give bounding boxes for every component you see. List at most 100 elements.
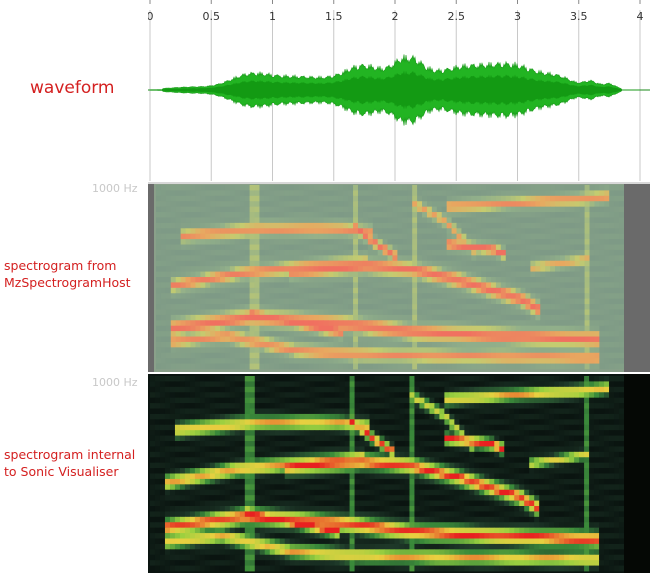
spectrogram-cell bbox=[274, 239, 280, 245]
spectrogram-cell bbox=[160, 195, 167, 202]
spectrogram-cell bbox=[446, 347, 452, 354]
spectrogram-cell bbox=[200, 336, 206, 343]
spectrogram-cell bbox=[486, 249, 492, 256]
spectrogram-cell bbox=[180, 298, 186, 305]
spectrogram-cell bbox=[599, 392, 605, 399]
spectrogram-cell bbox=[422, 233, 428, 240]
spectrogram-cell bbox=[407, 212, 413, 218]
spectrogram-cell bbox=[490, 228, 497, 235]
spectrogram-cell bbox=[520, 228, 526, 235]
spectrogram-cell bbox=[619, 277, 625, 283]
spectrogram-cell bbox=[214, 435, 221, 442]
spectrogram-cell bbox=[174, 392, 181, 399]
spectrogram-cell bbox=[382, 228, 388, 235]
spectrogram-cell bbox=[436, 325, 443, 332]
spectrogram-cell bbox=[214, 403, 221, 409]
spectrogram-cell bbox=[534, 462, 540, 469]
spectrogram-cell bbox=[174, 473, 181, 480]
spectrogram-cell bbox=[549, 408, 555, 415]
spectrogram-cell bbox=[303, 331, 310, 337]
spectrogram-cell bbox=[289, 363, 295, 370]
spectrogram-cell bbox=[461, 206, 467, 213]
spectrogram-cell bbox=[244, 376, 251, 382]
spectrogram-cell bbox=[308, 201, 315, 208]
spectrogram-cell bbox=[303, 298, 310, 305]
spectrogram-internal-pane[interactable] bbox=[148, 374, 650, 573]
spectrogram-cell bbox=[599, 271, 605, 278]
spectrogram-cell bbox=[539, 451, 545, 458]
spectrogram-cell bbox=[244, 293, 250, 300]
spectrogram-cell bbox=[372, 277, 379, 283]
spectrogram-cell bbox=[367, 239, 374, 245]
spectrogram-cell bbox=[471, 282, 477, 289]
spectrogram-cell bbox=[329, 386, 336, 393]
spectrogram-cell bbox=[469, 403, 475, 409]
spectrogram-cell bbox=[369, 376, 375, 382]
spectrogram-cell bbox=[481, 352, 487, 359]
spectrogram-cell bbox=[165, 271, 172, 278]
spectrogram-cell bbox=[210, 239, 216, 245]
spectrogram-cell bbox=[299, 376, 306, 382]
spectrogram-cell bbox=[220, 271, 226, 278]
spectrogram-cell bbox=[284, 347, 290, 354]
spectrogram-cell bbox=[289, 381, 296, 388]
spectrogram-cell bbox=[555, 201, 561, 208]
spectrogram-cell bbox=[441, 244, 448, 251]
spectrogram-cell bbox=[614, 206, 620, 213]
spectrogram-cell bbox=[229, 341, 236, 348]
spectrogram-cell bbox=[205, 185, 211, 191]
spectrogram-cell bbox=[515, 358, 521, 364]
spectrogram-cell bbox=[329, 468, 336, 474]
spectrogram-cell bbox=[269, 195, 275, 202]
spectrogram-cell bbox=[359, 408, 365, 415]
spectrogram-cell bbox=[294, 403, 301, 409]
spectrogram-cell bbox=[210, 347, 216, 354]
spectrogram-cell bbox=[318, 287, 324, 294]
spectrogram-cell bbox=[308, 282, 315, 289]
spectrogram-cell bbox=[377, 341, 384, 348]
spectrogram-cell bbox=[259, 293, 265, 300]
spectrogram-cell bbox=[308, 239, 315, 245]
spectrogram-cell bbox=[569, 336, 576, 343]
spectrogram-cell bbox=[589, 341, 595, 348]
spectrogram-cell bbox=[594, 185, 600, 191]
spectrogram-cell bbox=[313, 201, 319, 208]
spectrogram-cell bbox=[494, 468, 500, 474]
spectrogram-cell bbox=[318, 358, 324, 364]
spectrogram-cell bbox=[604, 228, 610, 235]
spectrogram-host-pane[interactable] bbox=[148, 182, 650, 372]
spectrogram-cell bbox=[614, 413, 620, 420]
spectrogram-cell bbox=[599, 304, 605, 310]
spectrogram-cell bbox=[500, 320, 507, 327]
spectrogram-cell bbox=[274, 468, 281, 474]
spectrogram-cell bbox=[254, 325, 260, 332]
spectrogram-cell bbox=[476, 201, 482, 208]
spectrogram-cell bbox=[535, 325, 541, 332]
spectrogram-cell bbox=[357, 255, 364, 262]
spectrogram-cell bbox=[417, 271, 423, 278]
spectrogram-cell bbox=[409, 462, 415, 469]
spectrogram-cell bbox=[229, 287, 236, 294]
spectrogram-cell bbox=[520, 244, 526, 251]
spectrogram-cell bbox=[481, 341, 487, 348]
spectrogram-cell bbox=[436, 266, 443, 272]
spectrogram-cell bbox=[471, 228, 477, 235]
spectrogram-cell bbox=[190, 341, 196, 348]
waveform-pane[interactable]: 0 0.5 1 1.5 2 2.5 3 3.5 4 bbox=[148, 0, 650, 181]
spectrogram-cell bbox=[279, 397, 286, 404]
spectrogram-cell bbox=[382, 282, 388, 289]
spectrogram-cell bbox=[303, 282, 310, 289]
spectrogram-cell bbox=[309, 424, 316, 431]
spectrogram-cell bbox=[249, 206, 255, 213]
spectrogram-cell bbox=[619, 282, 625, 289]
spectrogram-cell bbox=[254, 255, 260, 262]
spectrogram-cell bbox=[564, 381, 570, 388]
spectrogram-cell bbox=[564, 468, 570, 474]
waveform-canvas: 0 0.5 1 1.5 2 2.5 3 3.5 4 bbox=[148, 0, 650, 181]
spectrogram-cell bbox=[431, 201, 438, 208]
spectrogram-cell bbox=[584, 419, 590, 426]
spectrogram-cell bbox=[379, 408, 385, 415]
spectrogram-cell bbox=[446, 228, 452, 235]
spectrogram-cell bbox=[154, 376, 161, 382]
spectrogram-cell bbox=[574, 228, 581, 235]
